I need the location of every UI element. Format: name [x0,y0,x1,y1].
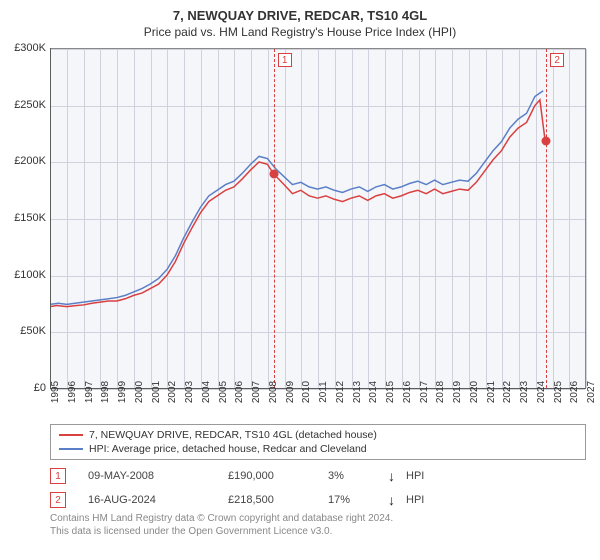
transaction-marker-1: 1 [278,53,292,67]
x-tick-label: 2002 [167,381,178,403]
line-plot-svg [50,49,585,388]
y-tick-label: £150K [14,212,46,224]
legend-item: 7, NEWQUAY DRIVE, REDCAR, TS10 4GL (deta… [59,428,577,442]
chart-container: 7, NEWQUAY DRIVE, REDCAR, TS10 4GL Price… [0,0,600,560]
x-tick-label: 1998 [100,381,111,403]
y-tick-label: £0 [34,382,46,394]
transaction-row: 1 09-MAY-2008£190,0003%↓HPI [50,464,586,488]
y-tick-label: £100K [14,269,46,281]
transaction-table: 1 09-MAY-2008£190,0003%↓HPI 2 16-AUG-2024£2… [50,464,586,512]
series-line-hpi [50,91,543,305]
transaction-pct: 17% [328,494,388,506]
y-tick-label: £250K [14,99,46,111]
x-tick-label: 2016 [402,381,413,403]
x-tick-label: 2021 [486,381,497,403]
x-tick-label: 2010 [301,381,312,403]
x-tick-label: 2018 [435,381,446,403]
x-tick-label: 2022 [502,381,513,403]
transaction-vs: HPI [406,470,424,482]
y-tick-label: £200K [14,155,46,167]
grid-line-vertical [586,49,587,388]
x-tick-label: 2003 [184,381,195,403]
transaction-price: £218,500 [228,494,328,506]
x-tick-label: 2009 [285,381,296,403]
x-tick-label: 2007 [251,381,262,403]
x-tick-label: 1995 [50,381,61,403]
legend-swatch [59,448,83,450]
x-tick-label: 2005 [218,381,229,403]
x-tick-label: 2006 [234,381,245,403]
transaction-vs: HPI [406,494,424,506]
x-tick-label: 1999 [117,381,128,403]
x-tick-label: 2015 [385,381,396,403]
x-tick-label: 2019 [452,381,463,403]
legend-box: 7, NEWQUAY DRIVE, REDCAR, TS10 4GL (deta… [50,424,586,460]
transaction-marker-icon: 1 [50,468,66,484]
transaction-marker-2: 2 [550,53,564,67]
x-tick-label: 2001 [151,381,162,403]
transaction-row: 2 16-AUG-2024£218,50017%↓HPI [50,488,586,512]
x-axis: 1995199619971998199920002001200220032004… [50,388,586,424]
transaction-date: 16-AUG-2024 [88,494,228,506]
x-tick-label: 2024 [536,381,547,403]
x-tick-label: 2011 [318,381,329,403]
x-tick-label: 2020 [469,381,480,403]
transaction-vline [274,49,275,388]
transaction-price: £190,000 [228,470,328,482]
x-tick-label: 2014 [368,381,379,403]
x-tick-label: 1997 [84,381,95,403]
x-tick-label: 2017 [419,381,430,403]
transaction-date: 09-MAY-2008 [88,470,228,482]
footer-line-1: Contains HM Land Registry data © Crown c… [50,512,586,525]
footer-attribution: Contains HM Land Registry data © Crown c… [50,512,586,538]
x-tick-label: 2008 [268,381,279,403]
arrow-down-icon: ↓ [388,468,406,484]
page-title: 7, NEWQUAY DRIVE, REDCAR, TS10 4GL [0,0,600,23]
y-tick-label: £300K [14,42,46,54]
x-tick-label: 2025 [553,381,564,403]
y-axis: £0£50K£100K£150K£200K£250K£300K [0,48,50,388]
x-tick-label: 2023 [519,381,530,403]
plot-area: 12 [50,48,586,388]
transaction-dot [269,169,278,178]
legend-label: HPI: Average price, detached house, Redc… [89,443,367,455]
legend-label: 7, NEWQUAY DRIVE, REDCAR, TS10 4GL (deta… [89,429,377,441]
transaction-vline [546,49,547,388]
y-axis-line [50,48,51,388]
x-tick-label: 2026 [569,381,580,403]
legend-item: HPI: Average price, detached house, Redc… [59,442,577,456]
x-tick-label: 2004 [201,381,212,403]
y-tick-label: £50K [20,325,46,337]
arrow-down-icon: ↓ [388,492,406,508]
x-tick-label: 2000 [134,381,145,403]
transaction-dot [542,137,551,146]
transaction-pct: 3% [328,470,388,482]
legend-swatch [59,434,83,436]
footer-line-2: This data is licensed under the Open Gov… [50,525,586,538]
x-tick-label: 2027 [586,381,597,403]
page-subtitle: Price paid vs. HM Land Registry's House … [0,23,600,39]
series-line-property [50,100,545,307]
x-tick-label: 2013 [352,381,363,403]
transaction-marker-icon: 2 [50,492,66,508]
x-tick-label: 2012 [335,381,346,403]
x-tick-label: 1996 [67,381,78,403]
